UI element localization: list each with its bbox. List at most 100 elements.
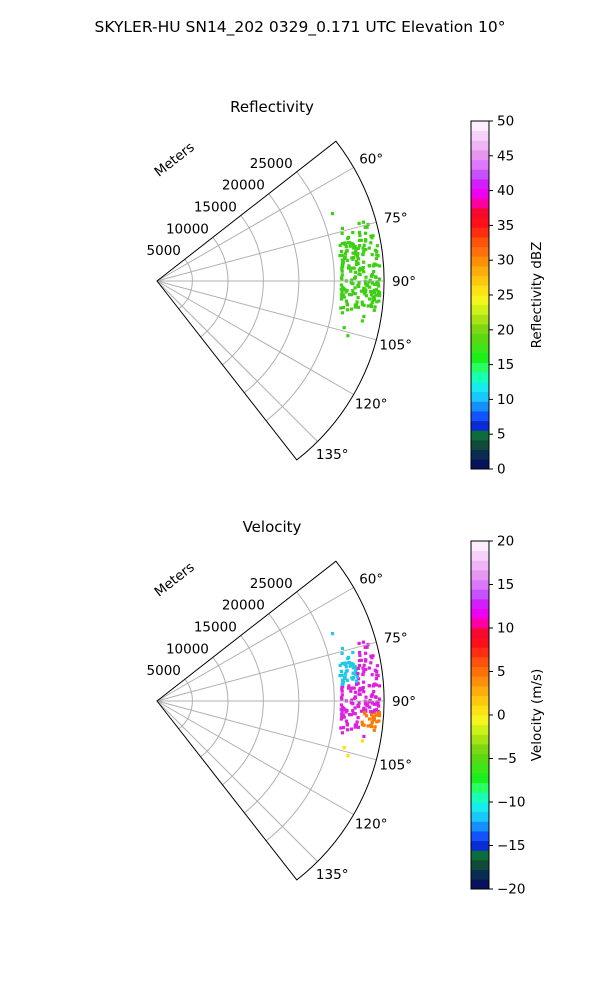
colorbar-swatch (471, 792, 489, 803)
echo-cell (368, 698, 372, 702)
colorbar-swatch (471, 275, 489, 286)
colorbar-swatch (471, 391, 489, 402)
colorbar-tick-label: 40 (497, 183, 514, 199)
echo-cell (370, 281, 375, 285)
range-tick-label: 20000 (222, 178, 265, 194)
echo-cell (372, 308, 376, 312)
echo-cell (372, 690, 376, 694)
echo-cell (357, 272, 361, 276)
colorbar-swatch (471, 666, 489, 677)
colorbar-swatch (471, 821, 489, 832)
echo-cell (370, 656, 374, 660)
azimuth-tick-label: 75° (384, 211, 408, 227)
echo-cell (354, 669, 358, 673)
panel-title: Velocity (243, 518, 302, 536)
range-ring (178, 258, 193, 310)
echo-cell (343, 252, 347, 256)
range-axis-label: Meters (151, 139, 197, 180)
echo-cell (362, 690, 366, 694)
echo-cell (353, 695, 357, 699)
echo-cell (375, 664, 379, 668)
echo-cell (344, 669, 348, 673)
echo-cell (341, 306, 346, 310)
echo-cell (340, 685, 344, 689)
range-ring (222, 635, 264, 786)
echo-cell (373, 725, 377, 729)
echo-cell (364, 714, 369, 718)
echo-cell (364, 281, 368, 285)
echo-cell (355, 255, 359, 259)
echo-cell (351, 251, 355, 255)
echo-cell (360, 739, 364, 743)
echo-cell (356, 257, 361, 261)
panel-title: Reflectivity (230, 98, 314, 116)
azimuth-tick-label: 90° (392, 274, 416, 290)
echo-cell (349, 293, 353, 297)
echo-cell (357, 692, 361, 696)
echo-cell (369, 290, 373, 294)
echo-cell (346, 661, 350, 665)
colorbar-tick-label: 50 (497, 114, 514, 130)
azimuth-tick-label: 60° (359, 572, 383, 588)
colorbar-swatch (471, 198, 489, 209)
echo-cell (343, 675, 347, 679)
azimuth-tick-label: 120° (355, 817, 388, 833)
azimuth-line (156, 280, 354, 395)
colorbar-swatch (471, 589, 489, 600)
echo-cell (351, 671, 355, 675)
colorbar-swatch (471, 860, 489, 871)
echo-cell (353, 275, 357, 279)
echo-cell (371, 264, 376, 268)
azimuth-line (156, 280, 318, 442)
echo-cell (356, 725, 360, 729)
echo-cell (340, 651, 344, 655)
echo-cell (351, 676, 356, 680)
colorbar-swatch (471, 227, 489, 238)
azimuth-line (156, 221, 377, 282)
echo-cell (354, 303, 358, 307)
echo-cell (356, 677, 361, 681)
range-ring (200, 656, 229, 758)
colorbar-tick-label: 15 (497, 577, 514, 593)
echo-cell (364, 659, 368, 663)
echo-cell (351, 663, 355, 667)
echo-cell (357, 244, 362, 248)
echo-cell (357, 688, 361, 692)
echo-cell (354, 667, 358, 671)
echo-cell (356, 296, 360, 300)
echo-cell (364, 708, 368, 712)
azimuth-line (156, 700, 377, 761)
echo-cell (362, 249, 366, 253)
echo-cell (357, 230, 362, 235)
echo-cell (362, 288, 366, 292)
echo-cell (348, 713, 352, 717)
echo-cell (354, 249, 358, 253)
echo-cell (346, 728, 350, 732)
colorbar-swatch (471, 579, 489, 590)
range-tick-label: 25000 (250, 576, 293, 592)
echo-cell (362, 270, 366, 274)
colorbar-swatch (471, 382, 489, 393)
echo-cell (362, 680, 366, 684)
echo-cell (376, 254, 380, 258)
echo-cell (364, 247, 368, 252)
echo-cell (377, 714, 381, 718)
range-ring (265, 171, 335, 422)
azimuth-line (156, 587, 354, 702)
echo-cell (358, 686, 362, 690)
echo-cell (361, 253, 365, 257)
echo-cell (374, 257, 378, 261)
echo-cell (347, 686, 351, 690)
echo-cell (363, 225, 367, 229)
echo-cell (352, 686, 356, 690)
colorbar-swatch (471, 599, 489, 610)
echo-cell (355, 682, 359, 686)
echo-cell (372, 295, 376, 299)
echo-cell (370, 300, 374, 305)
azimuth-tick-label: 105° (379, 337, 412, 353)
echo-cell (340, 662, 344, 666)
echo-cell (348, 664, 352, 668)
echo-cell (351, 289, 355, 293)
echo-cell (377, 299, 381, 303)
echo-cell (369, 293, 374, 297)
